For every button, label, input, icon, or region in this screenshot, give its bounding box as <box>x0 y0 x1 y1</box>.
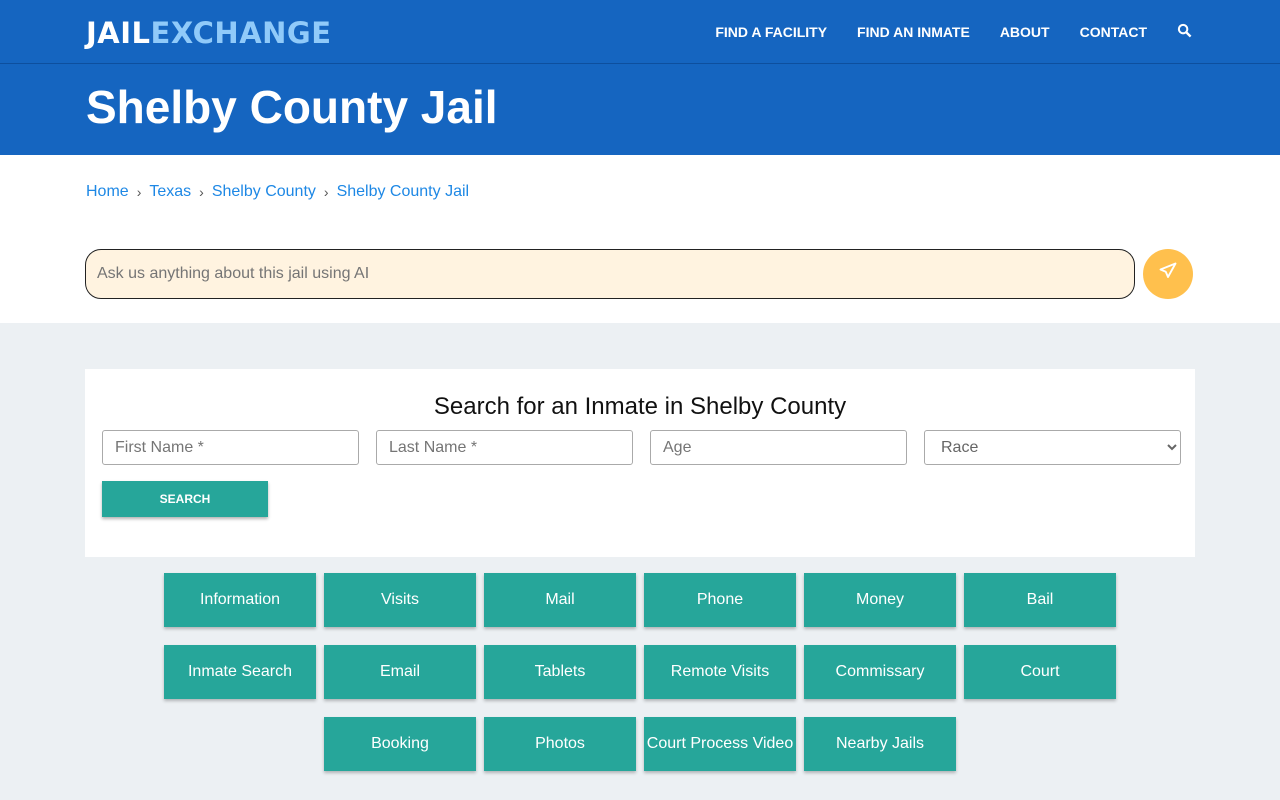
search-heading: Search for an Inmate in Shelby County <box>433 393 847 420</box>
breadcrumb-texas[interactable]: Texas <box>149 183 192 200</box>
breadcrumb: Home › Texas › Shelby County › Shelby Count… <box>86 183 469 201</box>
link-bail[interactable]: Bail <box>964 573 1116 627</box>
link-court[interactable]: Court <box>964 645 1116 699</box>
link-remote-visits[interactable]: Remote Visits <box>644 645 796 699</box>
search-button[interactable]: SEARCH <box>102 481 268 517</box>
page-title: Shelby County Jail <box>86 81 498 133</box>
nav-contact[interactable]: CONTACT <box>1079 24 1147 40</box>
breadcrumb-home[interactable]: Home <box>86 183 129 200</box>
navbar: JAILEXCHANGE FIND A FACILITY FIND AN INM… <box>0 0 1280 64</box>
link-phone[interactable]: Phone <box>644 573 796 627</box>
first-name-input[interactable] <box>102 430 359 465</box>
chevron-right-icon: › <box>323 184 329 200</box>
ai-question-input[interactable] <box>85 249 1135 299</box>
link-information[interactable]: Information <box>164 573 316 627</box>
paper-plane-icon <box>1159 262 1177 285</box>
link-email[interactable]: Email <box>324 645 476 699</box>
link-mail[interactable]: Mail <box>484 573 636 627</box>
header: JAILEXCHANGE FIND A FACILITY FIND AN INM… <box>0 0 1280 155</box>
breadcrumb-county[interactable]: Shelby County <box>211 183 316 200</box>
link-grid: Information Visits Mail Phone Money Bail… <box>85 573 1195 771</box>
last-name-input[interactable] <box>376 430 633 465</box>
breadcrumb-jail[interactable]: Shelby County Jail <box>336 183 470 200</box>
nav-find-facility[interactable]: FIND A FACILITY <box>715 24 828 40</box>
search-icon[interactable] <box>1177 23 1192 41</box>
link-visits[interactable]: Visits <box>324 573 476 627</box>
send-button[interactable] <box>1143 249 1193 299</box>
nav-find-inmate[interactable]: FIND AN INMATE <box>857 24 970 40</box>
link-commissary[interactable]: Commissary <box>804 645 956 699</box>
nav-about[interactable]: ABOUT <box>999 24 1050 40</box>
chevron-right-icon: › <box>136 184 142 200</box>
race-select[interactable]: Race <box>924 430 1181 465</box>
link-money[interactable]: Money <box>804 573 956 627</box>
link-booking[interactable]: Booking <box>324 717 476 771</box>
age-input[interactable] <box>650 430 907 465</box>
link-nearby-jails[interactable]: Nearby Jails <box>804 717 956 771</box>
link-tablets[interactable]: Tablets <box>484 645 636 699</box>
link-inmate-search[interactable]: Inmate Search <box>164 645 316 699</box>
link-photos[interactable]: Photos <box>484 717 636 771</box>
link-court-process-video[interactable]: Court Process Video <box>644 717 796 771</box>
inmate-search-card: Search for an Inmate in Shelby County Ra… <box>85 369 1195 557</box>
chevron-right-icon: › <box>199 184 204 200</box>
logo[interactable]: JAILEXCHANGE <box>86 16 332 50</box>
